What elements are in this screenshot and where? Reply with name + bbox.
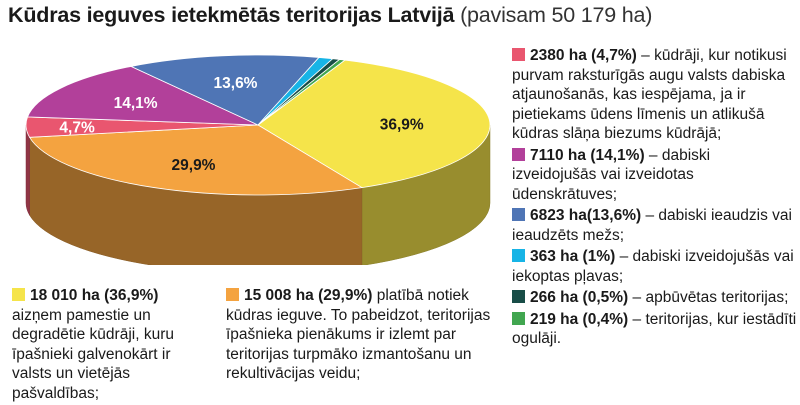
pie-slice-1 bbox=[28, 124, 364, 196]
legend-text: – dabiski izveidojušās vai iekoptas pļav… bbox=[512, 248, 794, 285]
legend-area: 2380 ha (4,7%) bbox=[530, 47, 637, 64]
legend-text: – dabiski izveidojušās vai izveidotas ūd… bbox=[512, 146, 711, 203]
legend-swatch bbox=[512, 311, 525, 325]
chart-title-main: Kūdras ieguves ietekmētās teritorijas La… bbox=[8, 3, 455, 27]
legend-area: 7110 ha (14,1%) bbox=[530, 146, 645, 164]
legend-text: – dabiski ieaudzis vai ieaudzēts mežs; bbox=[512, 207, 792, 244]
pie-side-2 bbox=[25, 124, 30, 217]
legend-area: 363 ha (1%) bbox=[530, 248, 616, 265]
legend-swatch bbox=[512, 249, 525, 262]
pie-slice-0 bbox=[257, 59, 491, 189]
legend-right: 2380 ha (4,7%) – kūdrāji, kur notikusi p… bbox=[512, 46, 797, 351]
pie-chart: 36,9% 29,9% 4,7% 14,1% 13,6% bbox=[25, 54, 491, 265]
legend-swatch bbox=[512, 48, 525, 61]
legend-area: 219 ha (0,4%) bbox=[530, 310, 629, 328]
pie-label-4: 13,6% bbox=[214, 75, 258, 92]
legend-area: 6823 ha(13,6%) bbox=[530, 207, 642, 224]
chart-title: Kūdras ieguves ietekmētās teritorijas La… bbox=[8, 3, 652, 28]
pie-label-1: 29,9% bbox=[172, 157, 216, 174]
legend-item-extraction: 15 008 ha (29,9%) platībā notiek kūdras … bbox=[226, 286, 492, 384]
pie-label-2: 4,7% bbox=[59, 120, 95, 137]
chart-title-sub: (pavisam 50 179 ha) bbox=[460, 3, 653, 27]
pie-slice-3 bbox=[26, 66, 259, 126]
legend-item-water: 7110 ha (14,1%) – dabiski izveidojušās v… bbox=[512, 146, 797, 205]
legend-area: 15 008 ha (29,9%) bbox=[244, 287, 373, 304]
legend-item-meadows: 363 ha (1%) – dabiski izveidojušās vai i… bbox=[512, 247, 797, 286]
pie-slice-4 bbox=[129, 54, 320, 126]
legend-text: aizņem pamestie un degradētie kūdrāji, k… bbox=[12, 306, 174, 402]
legend-item-regenerated: 2380 ha (4,7%) – kūdrāji, kur notikusi p… bbox=[512, 46, 797, 144]
legend-item-berries: 219 ha (0,4%) – teritorijas, kur iestādī… bbox=[512, 310, 797, 349]
legend-swatch bbox=[512, 290, 525, 303]
legend-text: – apbūvētas teritorijas; bbox=[632, 289, 789, 306]
legend-area: 266 ha (0,5%) bbox=[530, 289, 629, 306]
legend-item-forest: 6823 ha(13,6%) – dabiski ieaudzis vai ie… bbox=[512, 206, 797, 245]
pie-slice-7 bbox=[257, 59, 346, 126]
legend-text: – kūdrāji, kur notikusi purvam raksturīg… bbox=[512, 47, 787, 142]
pie-label-3: 14,1% bbox=[114, 95, 158, 112]
legend-swatch bbox=[512, 208, 525, 221]
legend-text: platībā notiek kūdras ieguve. To pabeidz… bbox=[226, 287, 491, 382]
legend-swatch bbox=[226, 288, 239, 301]
legend-item-built: 266 ha (0,5%) – apbūvētas teritorijas; bbox=[512, 288, 797, 308]
legend-area: 18 010 ha (36,9%) bbox=[30, 287, 159, 304]
legend-swatch bbox=[512, 147, 525, 161]
legend-item-abandoned: 18 010 ha (36,9%) aizņem pamestie un deg… bbox=[12, 286, 210, 403]
legend-text: – teritorijas, kur iestādīti ogulāji. bbox=[512, 310, 797, 348]
pie-label-0: 36,9% bbox=[380, 116, 424, 133]
legend-swatch bbox=[12, 288, 25, 301]
